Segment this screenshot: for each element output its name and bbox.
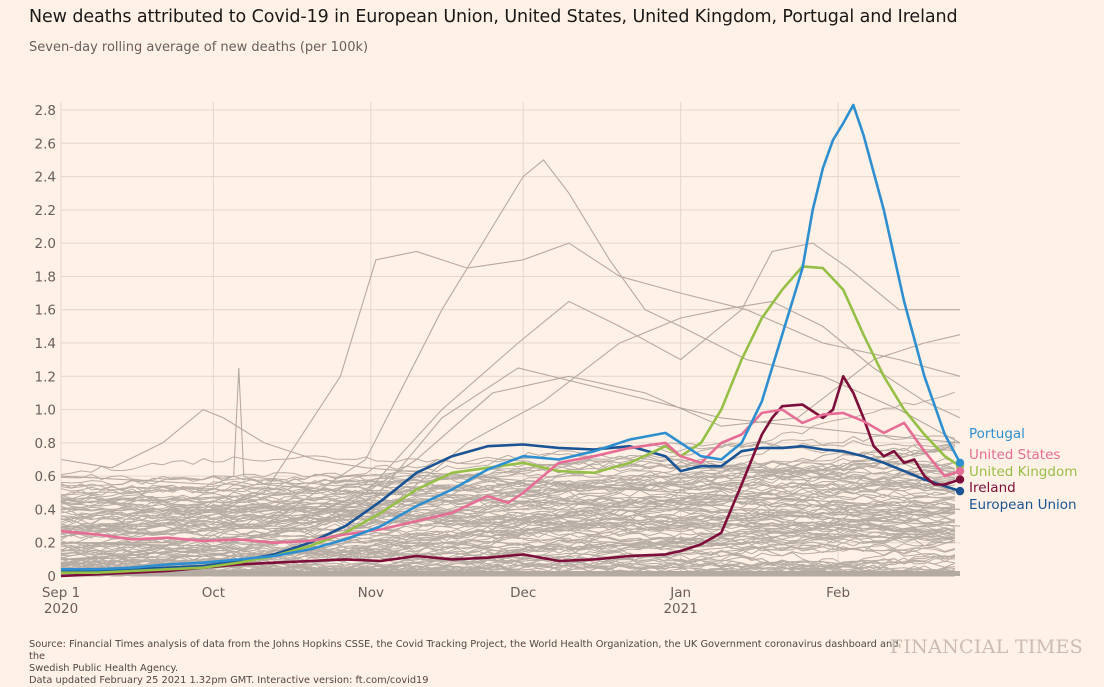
background-country-line [60,446,956,521]
series-endpoint-united-states [955,466,965,476]
series-line-united-kingdom [61,265,961,574]
legend-label-european-union: European Union [969,497,1077,513]
background-country-line [61,242,960,544]
background-country-line [60,526,955,577]
background-country-line [60,447,955,491]
series-endpoint-european-union [955,486,965,496]
y-tick-label: 0.2 [35,536,56,552]
y-tick-label: 2.2 [35,203,56,219]
background-country-line [60,482,956,532]
series-line-united-states [60,408,961,544]
background-country-line [60,434,955,508]
x-tick-label: Oct [202,585,225,601]
background-country-line [60,334,961,560]
background-country-line [60,443,955,505]
y-tick-label: 0 [47,569,56,585]
x-tick-year-label: 2020 [44,601,78,617]
series-endpoint-ireland [955,475,965,484]
background-country-line [60,528,955,567]
background-country-line [60,518,955,550]
background-country-line [60,468,956,503]
background-country-line [60,500,956,519]
source-line-2: Swedish Public Health Agency. [29,663,179,674]
chart-title: New deaths attributed to Covid-19 in Eur… [29,7,958,27]
x-tick-year-label: 2021 [663,601,697,617]
y-tick-label: 2.6 [35,136,56,152]
source-line-1: Source: Financial Times analysis of data… [29,639,899,662]
background-country-line [60,540,956,563]
x-tick-label: Feb [826,585,850,601]
series-line-portugal [61,103,962,571]
background-country-line [60,509,955,540]
background-country-line [60,461,956,497]
y-tick-label: 1.0 [35,403,56,419]
y-tick-label: 1.2 [35,369,56,385]
y-tick-label: 1.6 [35,303,56,319]
legend-label-portugal: Portugal [969,426,1025,442]
y-tick-label: 1.8 [35,269,56,285]
background-country-line [60,457,956,498]
series-endpoint-portugal [955,458,965,468]
legend-label-ireland: Ireland [969,480,1016,496]
y-tick-label: 0.6 [35,469,56,485]
y-tick-label: 2.8 [35,103,56,119]
x-tick-label: Jan [669,585,691,601]
series-line-ireland [60,375,961,578]
background-country-line [60,459,955,529]
background-country-line [61,242,961,527]
y-tick-label: 2.4 [35,170,56,186]
background-country-line [60,532,956,556]
x-tick-label: Sep 1 [42,585,80,601]
x-tick-label: Nov [358,585,384,601]
axes: 0 0.2 0.4 0.6 0.8 1.0 1.2 1.4 1.6 1.8 2.0 2.2 2.4 2.6… [35,103,851,617]
brand-logo: FINANCIAL TIMES [889,636,1083,658]
y-tick-label: 0.8 [35,436,56,452]
background-country-line [60,300,961,560]
background-country-line [60,471,956,512]
background-country-line [60,408,961,510]
background-country-line [60,469,955,521]
legend-label-united-states: United States [969,447,1060,463]
x-tick-label: Dec [510,585,536,601]
background-country-line [60,159,961,535]
legend-label-united-kingdom: United Kingdom [969,464,1077,480]
background-country-line [60,498,955,537]
chart-subtitle: Seven-day rolling average of new deaths … [29,40,369,55]
background-country-line [60,529,956,561]
y-tick-label: 2.0 [35,236,56,252]
background-country-line [60,489,956,528]
background-country-line [60,367,961,527]
background-country-line [60,528,955,541]
background-country-line [60,367,961,547]
background-zero-band [61,571,960,576]
y-tick-label: 0.4 [35,502,56,518]
background-country-lines [60,159,961,577]
background-country-line [60,536,956,560]
highlighted-series [60,103,965,578]
data-updated-line: Data updated February 25 2021 1.32pm GMT… [29,675,429,686]
y-tick-label: 1.4 [35,336,56,352]
